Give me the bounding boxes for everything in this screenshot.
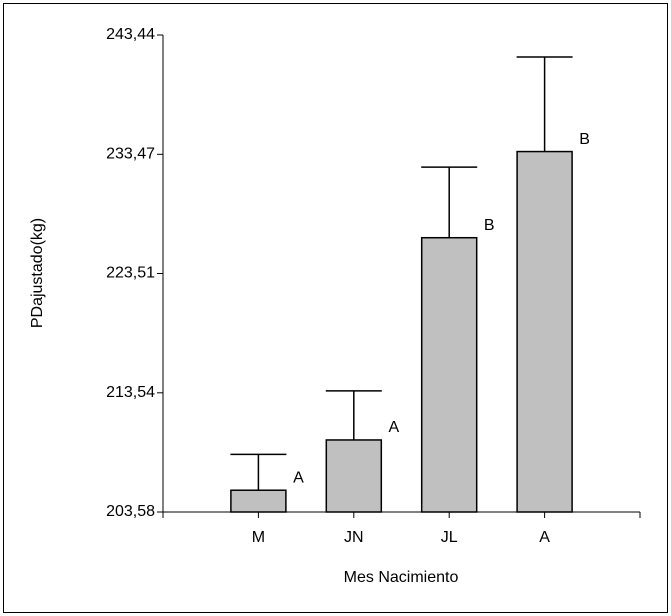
group-letter: A bbox=[293, 469, 304, 486]
x-axis-label: Mes Nacimiento bbox=[344, 569, 459, 586]
group-letter: A bbox=[388, 419, 399, 436]
y-tick-label: 243,44 bbox=[106, 26, 155, 43]
x-tick-label: A bbox=[539, 529, 550, 546]
bar bbox=[325, 439, 383, 513]
y-axis-label: PDajustado(kg) bbox=[29, 218, 46, 328]
bar bbox=[516, 150, 573, 513]
x-tick-label: JL bbox=[441, 529, 458, 546]
frame bbox=[3, 3, 668, 613]
y-tick-label: 233,47 bbox=[106, 146, 155, 163]
x-tick-label: JN bbox=[344, 529, 364, 546]
bar bbox=[230, 489, 287, 513]
bar bbox=[420, 236, 478, 513]
y-tick-label: 203,58 bbox=[106, 503, 155, 520]
x-tick-label: M bbox=[252, 529, 265, 546]
group-letter: B bbox=[579, 131, 590, 148]
y-tick-label: 223,51 bbox=[106, 265, 155, 282]
y-tick-label: 213,54 bbox=[106, 384, 155, 401]
group-letter: B bbox=[484, 217, 495, 234]
